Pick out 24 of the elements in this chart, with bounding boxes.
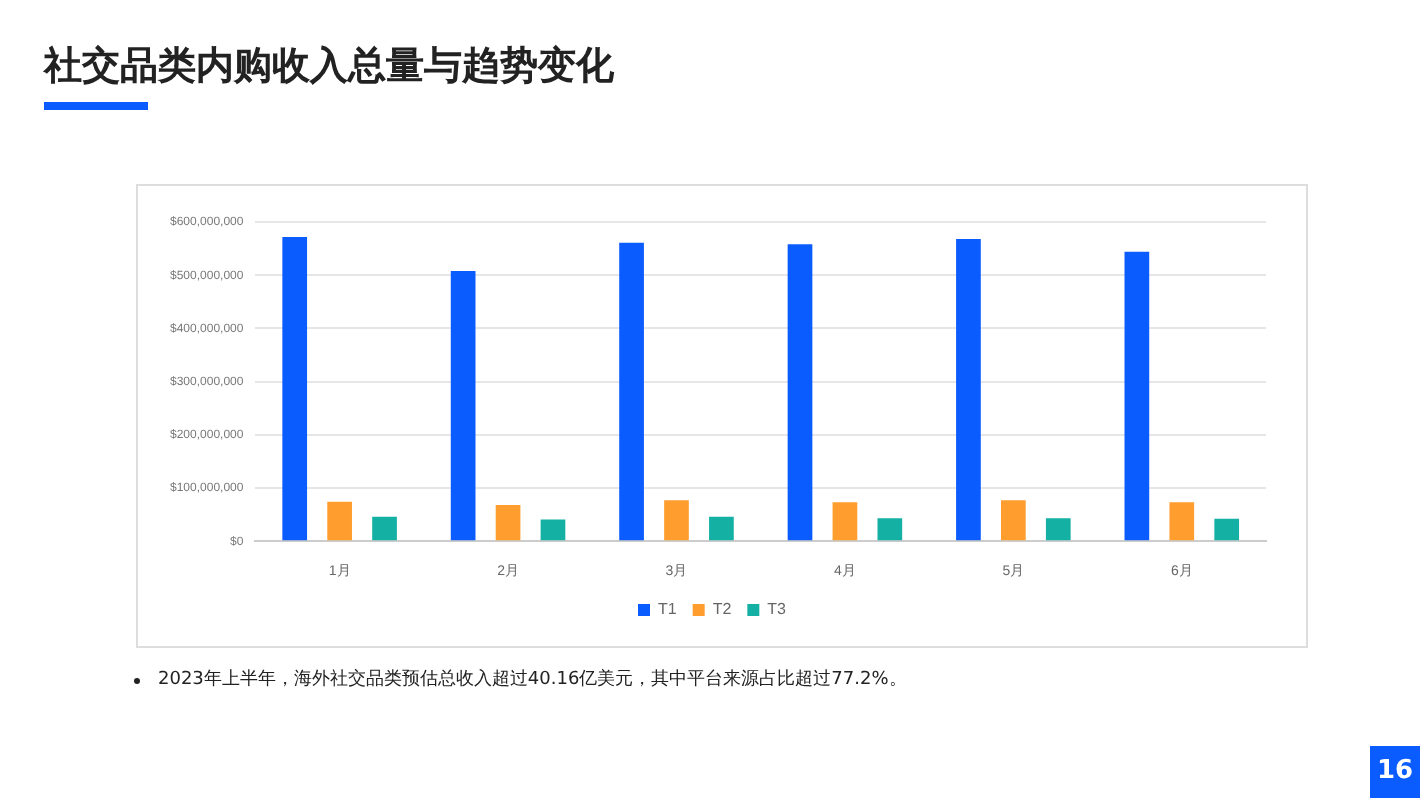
bar [956,239,981,541]
bar [1124,251,1150,541]
bar [450,270,476,541]
legend-label: T1 [657,600,678,619]
bar [372,516,397,541]
chart-title: 社交品类内购收入总量与趋势变化 [44,42,614,92]
bar [619,242,644,541]
bar [787,244,813,541]
text: 16 [1370,746,1420,798]
text: 2023年上半年，海外社交品类预估总收入超过40.16亿美元，其中平台来源占比超过77.2%。 [158,667,907,692]
bar [877,518,903,541]
bar [327,501,352,541]
bar [282,236,308,541]
bar [1001,500,1026,541]
bar [540,519,566,541]
bar [664,500,689,541]
legend-label: T2 [712,600,733,619]
bar [1045,518,1071,541]
bar [709,516,734,541]
bar [832,502,858,541]
bar [495,505,521,541]
bar [1214,518,1240,541]
bar [1169,502,1195,541]
legend-label: T3 [767,600,788,619]
